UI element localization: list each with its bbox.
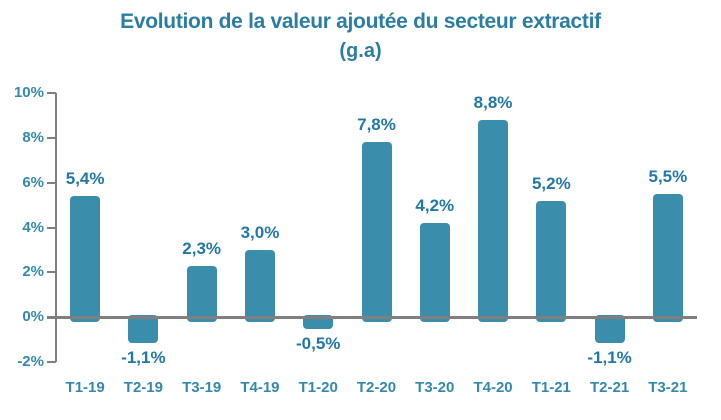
bar <box>128 315 159 343</box>
y-tick-mark <box>47 92 56 94</box>
x-tick-label: T2-20 <box>356 379 397 396</box>
x-tick-label: T3-20 <box>415 379 455 396</box>
y-tick-label: 6% <box>22 173 44 191</box>
zero-axis-line <box>47 316 697 320</box>
bar-value-label: 8,8% <box>473 92 513 112</box>
x-tick-label: T1-19 <box>65 379 105 396</box>
y-tick-mark <box>47 181 56 184</box>
y-tick-mark <box>47 361 56 363</box>
y-axis-line <box>55 93 57 362</box>
bar <box>478 119 509 323</box>
bar-value-label: -0,5% <box>296 334 341 354</box>
y-tick-mark <box>47 136 56 139</box>
bar-value-label: 5,4% <box>65 169 105 189</box>
x-tick-label: T1-20 <box>298 379 338 396</box>
bar-value-label: -1,1% <box>121 347 166 367</box>
bar-value-label: 5,2% <box>531 173 571 193</box>
bar-value-label: 5,5% <box>648 166 688 186</box>
bar <box>70 196 101 323</box>
bar-value-label: 2,3% <box>182 238 222 258</box>
y-tick-label: 10% <box>13 84 44 101</box>
bar <box>652 193 683 323</box>
bar <box>186 265 217 323</box>
y-tick-label: 4% <box>22 218 44 236</box>
bar <box>594 315 625 343</box>
bar <box>419 223 450 323</box>
bar <box>361 142 392 323</box>
x-tick-label: T2-19 <box>123 379 163 396</box>
bar <box>536 200 567 323</box>
x-tick-label: T2-21 <box>589 379 630 396</box>
x-tick-label: T1-21 <box>531 379 571 396</box>
x-tick-label: T3-19 <box>182 379 222 396</box>
y-tick-label: 8% <box>22 128 44 146</box>
chart-title: Evolution de la valeur ajoutée du secteu… <box>120 10 601 33</box>
bar <box>244 249 275 323</box>
x-tick-label: T4-20 <box>473 379 513 396</box>
y-tick-label: 0% <box>22 308 44 326</box>
x-tick-label: T4-19 <box>240 379 280 396</box>
x-tick-label: T3-21 <box>648 379 688 396</box>
chart-subtitle: (g.a) <box>339 40 382 62</box>
bar-value-label: 3,0% <box>240 222 280 242</box>
bar-value-label: 4,2% <box>415 196 455 216</box>
y-tick-label: -2% <box>17 353 44 370</box>
y-tick-label: 2% <box>22 263 44 281</box>
bar-value-label: 7,8% <box>357 115 396 135</box>
y-tick-mark <box>47 271 56 274</box>
y-tick-mark <box>47 226 56 229</box>
bar-value-label: -1,1% <box>587 347 632 367</box>
